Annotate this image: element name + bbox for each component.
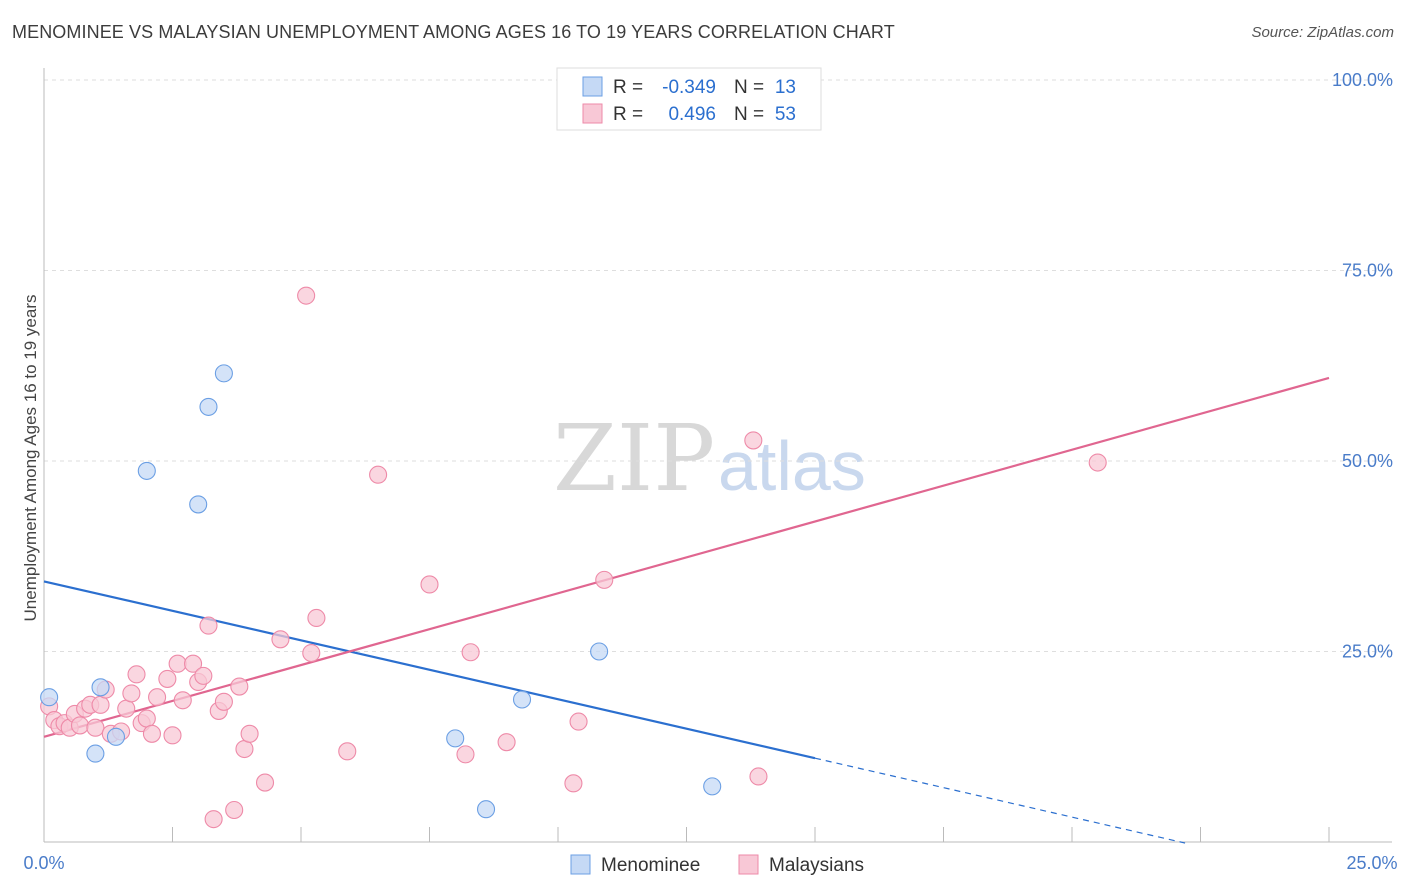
point-malaysians [302, 643, 321, 663]
point-malaysians [230, 677, 249, 696]
point-malaysians [461, 643, 480, 662]
point-malaysians [749, 767, 768, 786]
watermark-atlas: atlas [718, 427, 866, 505]
point-malaysians [225, 800, 244, 820]
point-malaysians [569, 712, 588, 731]
trend-line-malaysians [43, 376, 1330, 738]
point-menominee [137, 461, 156, 480]
point-malaysians [122, 684, 141, 703]
trend-line-extension-menominee [814, 757, 1186, 844]
point-malaysians [271, 630, 290, 649]
x-tick-label-max: 25.0% [1346, 853, 1397, 873]
point-malaysians [158, 669, 177, 688]
point-malaysians [497, 733, 516, 752]
point-malaysians [148, 688, 167, 707]
point-malaysians [564, 774, 583, 793]
point-menominee [476, 800, 496, 819]
point-malaysians [338, 742, 357, 761]
y-tick-label: 50.0% [1342, 451, 1393, 471]
point-malaysians [194, 666, 213, 685]
x-tick-label-min: 0.0% [23, 853, 64, 873]
data-points [40, 286, 1107, 829]
point-menominee [512, 690, 532, 709]
point-malaysians [137, 709, 156, 728]
legend-label-menominee: Menominee [601, 855, 700, 876]
point-malaysians [307, 608, 326, 628]
legend-label-malaysians: Malaysians [769, 855, 864, 876]
stats-n-value-0: 13 [775, 77, 796, 98]
stats-n-label-1: N = [734, 104, 764, 125]
watermark: ZIP atlas [553, 405, 866, 512]
point-malaysians [204, 810, 223, 829]
watermark-zip: ZIP [553, 405, 715, 512]
trend-lines [43, 376, 1330, 844]
point-menominee [590, 642, 609, 661]
point-malaysians [184, 654, 203, 673]
point-menominee [106, 727, 126, 746]
stats-r-label-0: R = [613, 77, 643, 98]
stats-r-value-0: -0.349 [662, 77, 716, 98]
point-malaysians [117, 699, 136, 718]
point-malaysians [168, 654, 187, 673]
point-malaysians [744, 431, 763, 450]
y-tick-label: 25.0% [1342, 642, 1393, 662]
stats-legend: R = -0.349 N = 13 R = 0.496 N = 53 [556, 67, 822, 131]
trend-line-menominee [43, 580, 816, 760]
series-legend: Menominee Malaysians [570, 854, 864, 876]
point-malaysians [1088, 453, 1107, 472]
chart-source: Source: ZipAtlas.com [1251, 24, 1394, 41]
legend-swatch-menominee [570, 854, 591, 875]
chart-title: MENOMINEE VS MALAYSIAN UNEMPLOYMENT AMON… [12, 22, 895, 42]
point-malaysians [297, 286, 316, 305]
point-menominee [91, 678, 110, 697]
point-malaysians [255, 773, 275, 792]
point-malaysians [86, 718, 105, 737]
legend-swatch-malaysians [738, 854, 759, 875]
point-malaysians [235, 739, 254, 759]
point-menominee [86, 744, 105, 763]
y-axis-label: Unemployment Among Ages 16 to 19 years [21, 295, 40, 622]
point-malaysians [369, 465, 388, 484]
point-menominee [214, 364, 233, 383]
point-malaysians [199, 616, 218, 635]
stats-n-value-1: 53 [775, 104, 796, 125]
gridlines [44, 79, 1392, 652]
point-malaysians [420, 575, 439, 594]
point-menominee [703, 777, 722, 796]
point-menominee [40, 688, 59, 707]
point-malaysians [214, 692, 233, 711]
y-tick-labels: 25.0% 50.0% 75.0% 100.0% [1332, 70, 1393, 662]
point-malaysians [142, 724, 161, 743]
point-malaysians [70, 716, 90, 735]
x-axis-ticks [43, 827, 1330, 842]
point-malaysians [595, 570, 614, 589]
stats-swatch-malaysians [582, 103, 603, 124]
point-malaysians [127, 665, 146, 684]
stats-r-label-1: R = [613, 104, 643, 125]
point-malaysians [91, 695, 110, 714]
stats-n-label-0: N = [734, 77, 764, 98]
y-tick-label: 75.0% [1342, 261, 1393, 281]
point-menominee [189, 495, 208, 514]
stats-swatch-menominee [582, 76, 603, 97]
y-tick-label: 100.0% [1332, 70, 1393, 90]
point-malaysians [173, 691, 192, 710]
point-malaysians [163, 726, 182, 745]
point-malaysians [240, 724, 259, 743]
point-menominee [446, 729, 465, 748]
point-menominee [199, 397, 218, 416]
stats-r-value-1: 0.496 [668, 104, 716, 125]
point-malaysians [456, 745, 475, 764]
